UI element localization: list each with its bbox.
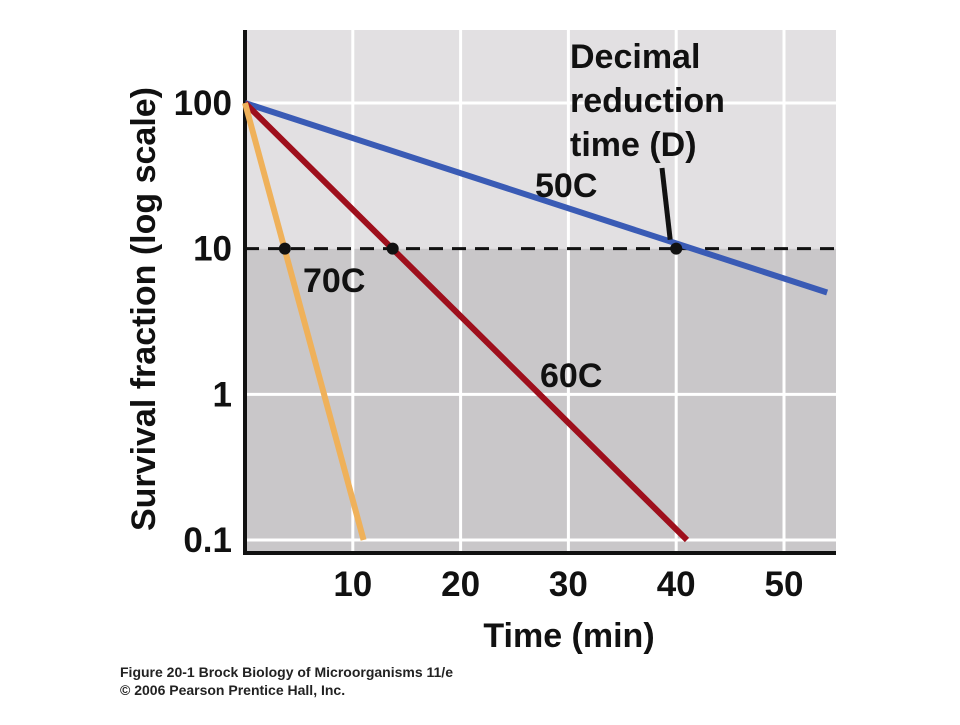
x-tick-label: 10 xyxy=(333,565,372,604)
series-label-50C: 50C xyxy=(535,167,597,205)
marker-60C xyxy=(386,242,399,255)
series-line-50C xyxy=(244,100,829,296)
figure-caption: Figure 20-1 Brock Biology of Microorgani… xyxy=(120,664,453,680)
annotation-line: time (D) xyxy=(570,126,697,164)
y-tick-label: 10 xyxy=(193,230,232,269)
series-line-60C xyxy=(242,100,690,543)
x-tick-label: 40 xyxy=(657,565,696,604)
marker-50C xyxy=(670,242,683,255)
copyright-line: © 2006 Pearson Prentice Hall, Inc. xyxy=(120,682,346,698)
x-tick-label: 30 xyxy=(549,565,588,604)
annotation-line: Decimal xyxy=(570,38,700,76)
annotation-line: reduction xyxy=(570,82,725,120)
y-tick-label: 1 xyxy=(213,375,232,414)
y-tick-label: 100 xyxy=(174,84,232,123)
series-label-60C: 60C xyxy=(540,357,602,395)
x-tick-label: 20 xyxy=(441,565,480,604)
marker-70C xyxy=(278,242,291,255)
plot-background-lower xyxy=(245,248,836,553)
y-tick-label: 0.1 xyxy=(183,521,232,560)
plot-background-upper xyxy=(245,30,836,249)
series-line-70C xyxy=(242,102,367,541)
y-axis-title: Survival fraction (log scale) xyxy=(125,87,163,531)
x-axis-title: Time (min) xyxy=(483,617,654,655)
series-label-70C: 70C xyxy=(303,262,365,300)
annotation-pointer xyxy=(659,167,673,240)
x-tick-label: 50 xyxy=(765,565,804,604)
